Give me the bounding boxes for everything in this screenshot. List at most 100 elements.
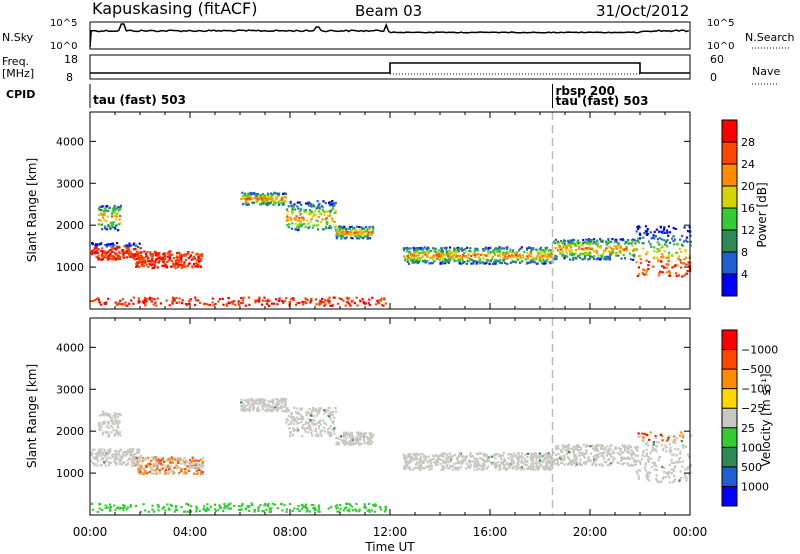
echo-cell bbox=[116, 422, 119, 425]
echo-cell bbox=[183, 460, 186, 463]
echo-cell bbox=[274, 196, 277, 199]
echo-cell bbox=[126, 463, 129, 466]
echo-cell bbox=[614, 238, 617, 241]
echo-cell bbox=[162, 253, 165, 256]
echo-cell bbox=[328, 296, 331, 299]
echo-cell bbox=[479, 464, 482, 468]
echo-cell bbox=[660, 260, 663, 263]
echo-cell bbox=[251, 201, 254, 204]
echo-cell bbox=[407, 456, 410, 459]
echo-cell bbox=[597, 453, 600, 456]
echo-cell bbox=[144, 261, 147, 264]
echo-cell bbox=[410, 256, 414, 259]
echo-cell bbox=[677, 255, 680, 258]
echo-cell bbox=[191, 266, 194, 269]
echo-cell bbox=[617, 245, 620, 248]
echo-cell bbox=[451, 251, 454, 254]
echo-cell bbox=[95, 246, 98, 249]
echo-cell bbox=[329, 304, 332, 307]
echo-cell bbox=[628, 252, 631, 255]
echo-cell bbox=[327, 214, 330, 217]
echo-cell bbox=[369, 442, 372, 445]
echo-cell bbox=[136, 253, 139, 256]
echo-cell bbox=[421, 260, 424, 263]
echo-cell bbox=[334, 225, 338, 228]
echo-cell bbox=[266, 403, 269, 406]
echo-cell bbox=[646, 478, 650, 481]
echo-cell bbox=[604, 240, 607, 243]
echo-cell bbox=[175, 504, 178, 508]
echo-cell bbox=[199, 464, 202, 467]
echo-cell bbox=[536, 262, 539, 265]
echo-cell bbox=[311, 215, 314, 218]
echo-cell bbox=[309, 301, 312, 304]
echo-cell bbox=[554, 445, 557, 448]
echo-cell bbox=[625, 247, 628, 250]
echo-cell bbox=[578, 463, 581, 466]
echo-cell bbox=[297, 418, 300, 421]
echo-cell bbox=[167, 465, 170, 468]
echo-cell bbox=[615, 241, 618, 244]
echo-cell bbox=[349, 503, 352, 506]
echo-cell bbox=[194, 265, 197, 268]
echo-cell bbox=[165, 299, 168, 302]
echo-cell bbox=[350, 443, 353, 446]
echo-cell bbox=[416, 257, 419, 260]
echo-cell bbox=[364, 233, 367, 236]
echo-cell bbox=[104, 253, 107, 256]
echo-cell bbox=[178, 459, 182, 462]
echo-cell bbox=[261, 200, 264, 203]
echo-cell bbox=[366, 441, 369, 444]
echo-cell bbox=[110, 250, 114, 253]
echo-cell bbox=[291, 418, 294, 421]
echo-cell bbox=[359, 229, 362, 232]
echo-cell bbox=[318, 202, 321, 206]
echo-cell bbox=[586, 251, 589, 255]
echo-cell bbox=[415, 249, 418, 252]
echo-cell bbox=[249, 406, 252, 409]
echo-cell bbox=[366, 509, 369, 512]
echo-cell bbox=[581, 258, 584, 261]
echo-cell bbox=[423, 260, 426, 264]
echo-cell bbox=[172, 297, 175, 300]
echo-cell bbox=[607, 451, 610, 454]
echo-cell bbox=[201, 472, 204, 475]
echo-cell bbox=[457, 468, 460, 471]
echo-cell bbox=[367, 231, 370, 234]
echo-cell bbox=[202, 303, 206, 306]
echo-cell bbox=[150, 472, 153, 475]
echo-cell bbox=[218, 504, 221, 507]
echo-cell bbox=[531, 460, 534, 463]
echo-cell bbox=[547, 253, 550, 257]
echo-cell bbox=[151, 267, 154, 270]
echo-cell bbox=[432, 247, 435, 250]
echo-cell bbox=[647, 264, 650, 267]
echo-cell bbox=[524, 460, 527, 463]
echo-cell bbox=[636, 274, 639, 278]
echo-cell bbox=[547, 452, 550, 455]
echo-cell bbox=[426, 249, 429, 252]
echo-cell bbox=[285, 297, 288, 300]
echo-cell bbox=[241, 299, 244, 302]
echo-cell bbox=[175, 301, 178, 304]
echo-cell bbox=[101, 250, 104, 253]
echo-cell bbox=[459, 257, 462, 260]
echo-cell bbox=[560, 450, 563, 453]
echo-cell bbox=[150, 264, 154, 267]
echo-cell bbox=[625, 249, 629, 253]
colorbar-swatch bbox=[722, 369, 737, 389]
echo-cell bbox=[109, 227, 112, 230]
echo-cell bbox=[334, 211, 338, 214]
echo-cell bbox=[502, 253, 505, 256]
echo-cell bbox=[424, 253, 427, 256]
echo-cell bbox=[156, 266, 159, 269]
echo-cell bbox=[517, 463, 520, 466]
echo-cell bbox=[638, 226, 641, 229]
echo-cell bbox=[348, 436, 351, 439]
echo-cell bbox=[472, 260, 475, 263]
echo-cell bbox=[343, 440, 346, 443]
echo-cell bbox=[191, 458, 194, 461]
echo-cell bbox=[352, 443, 355, 446]
echo-cell bbox=[291, 222, 294, 225]
echo-cell bbox=[238, 303, 241, 306]
